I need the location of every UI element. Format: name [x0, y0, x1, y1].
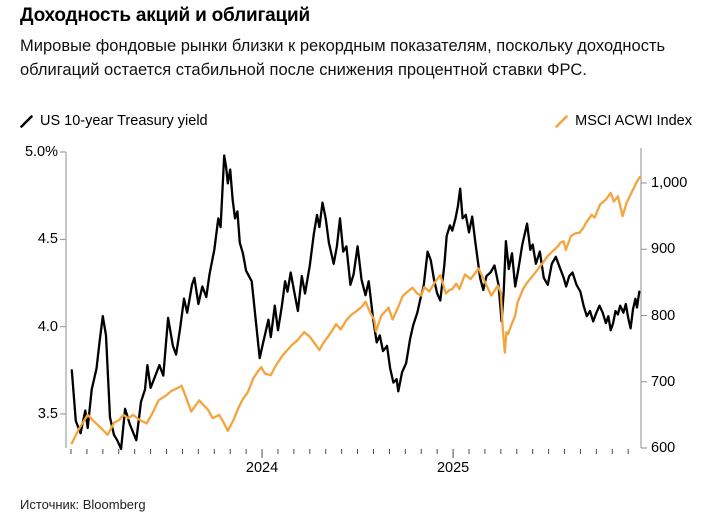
right-axis-tick-label: 1,000: [651, 175, 688, 191]
right-axis-tick-label: 900: [651, 241, 676, 258]
acwi-line-icon: [555, 114, 568, 128]
left-axis-tick-label: 5.0%: [24, 144, 58, 160]
right-axis-tick-label: 800: [651, 307, 676, 324]
right-axis-tick-label: 700: [651, 373, 676, 390]
legend-item-acwi: MSCI ACWI Index: [555, 113, 692, 129]
left-axis-tick-label: 3.5: [37, 406, 58, 422]
source-note: Источник: Bloomberg: [20, 497, 146, 512]
left-axis-tick-label: 4.5: [37, 231, 58, 248]
left-axis-tick-label: 4.0: [37, 318, 58, 335]
legend-label-acwi: MSCI ACWI Index: [575, 113, 692, 129]
legend: US 10-year Treasury yield MSCI ACWI Inde…: [20, 113, 692, 129]
treasury-line-icon: [20, 114, 33, 128]
x-axis-year-label: 2025: [436, 460, 470, 476]
right-axis-tick-label: 600: [651, 440, 676, 456]
page-subtitle: Мировые фондовые рынки близки к рекордны…: [20, 37, 666, 79]
legend-item-treasury: US 10-year Treasury yield: [20, 113, 208, 129]
series-msci-acwi: [70, 175, 642, 445]
x-axis-year-label: 2024: [245, 460, 279, 476]
legend-label-treasury: US 10-year Treasury yield: [40, 113, 208, 129]
page-title: Доходность акций и облигаций: [20, 5, 310, 26]
